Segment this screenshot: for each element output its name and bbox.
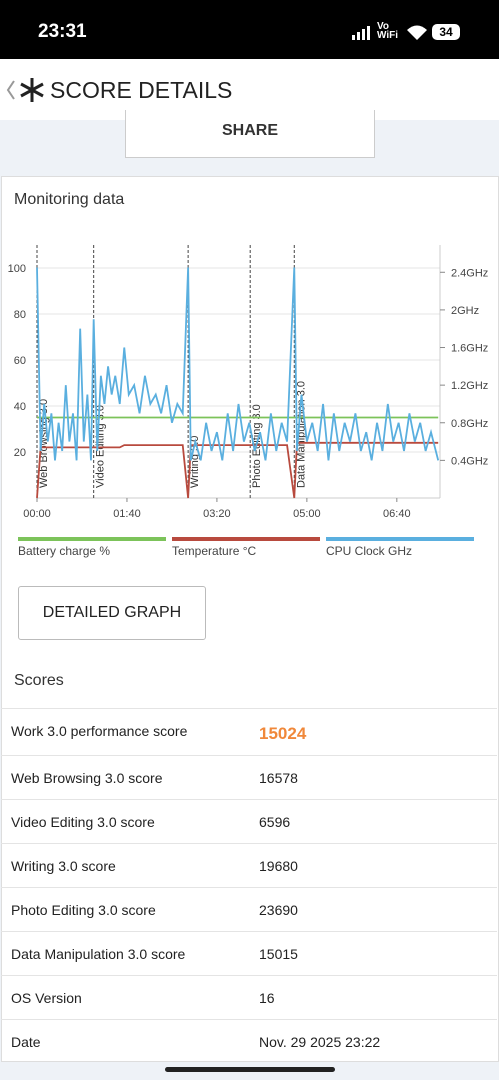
section-title: Scores [14,672,64,689]
section-title: Monitoring data [14,191,125,208]
section-label: Photo Editing 3.0 [251,404,263,488]
score-value: 16578 [259,770,298,786]
score-label: Web Browsing 3.0 score [11,770,163,786]
battery: 34 [432,24,460,40]
score-value: Nov. 29 2025 23:22 [259,1034,381,1050]
y-tick-label: 80 [14,309,26,321]
series-line [36,267,440,461]
x-tick-label: 01:40 [113,508,141,520]
legend-swatch [172,537,320,541]
section-label: Data Manipulation 3.0 [295,381,307,488]
share-button[interactable]: SHARE [125,110,375,158]
score-value: 23690 [259,902,298,918]
y-tick-label: 100 [8,263,26,275]
status-bar: 23:31 Vo WiFi 34 [0,0,499,59]
score-value: 15015 [259,946,298,962]
x-tick-label: 00:00 [23,508,51,520]
score-label: Work 3.0 performance score [11,723,188,739]
back-logo[interactable] [4,75,48,105]
legend-label: Temperature °C [172,544,256,558]
y2-tick-label: 1.2GHz [451,380,488,392]
header: SCORE DETAILS [0,59,499,120]
y2-tick-label: 0.4GHz [451,455,488,467]
score-row: Date Nov. 29 2025 23:22 [1,1019,497,1063]
score-value: 6596 [259,814,291,830]
score-label: Data Manipulation 3.0 score [11,946,186,962]
score-value: 15024 [259,724,307,743]
signal-icon [352,26,370,40]
score-row: Video Editing 3.0 score 6596 [1,799,497,843]
score-table: Work 3.0 performance score 15024 Web Brows… [1,708,497,1063]
score-label: Video Editing 3.0 score [11,814,155,830]
page-title: SCORE DETAILS [50,77,233,103]
home-indicator [165,1067,335,1072]
wifi-icon [407,25,427,40]
score-value: 19680 [259,858,298,874]
legend-label: Battery charge % [18,544,110,558]
network-label: Vo WiFi [377,21,399,41]
y2-tick-label: 2.4GHz [451,267,488,279]
chart: 20 40 60 80 100 0.4GHz 0.8GHz 1.2GHz 1.6GHz 2GHz 2… [8,245,488,558]
y-tick-label: 20 [14,447,26,459]
score-row: Work 3.0 performance score 15024 [1,708,497,755]
detailed-graph-button[interactable]: DETAILED GRAPH [18,586,206,640]
legend-label: CPU Clock GHz [326,544,412,558]
x-tick-label: 03:20 [203,508,231,520]
score-label: Date [11,1034,41,1050]
score-row: Photo Editing 3.0 score 23690 [1,887,497,931]
clock: 23:31 [38,21,87,42]
score-row: Writing 3.0 score 19680 [1,843,497,887]
x-tick-label: 06:40 [383,508,411,520]
series-line [36,441,439,499]
score-row: OS Version 16 [1,975,497,1019]
y2-tick-label: 1.6GHz [451,343,488,355]
score-row: Web Browsing 3.0 score 16578 [1,755,497,799]
score-label: OS Version [11,990,82,1006]
score-value: 16 [259,990,275,1006]
score-label: Photo Editing 3.0 score [11,902,156,918]
section-label: Web Browsing 3.0 [38,399,50,488]
x-tick-label: 05:00 [293,508,321,520]
y-tick-label: 60 [14,355,26,367]
legend-swatch [18,537,166,541]
y-tick-label: 40 [14,401,26,413]
score-label: Writing 3.0 score [11,858,116,874]
y2-tick-label: 2GHz [451,305,479,317]
legend-swatch [326,537,474,541]
y2-tick-label: 0.8GHz [451,418,488,430]
score-row: Data Manipulation 3.0 score 15015 [1,931,497,975]
